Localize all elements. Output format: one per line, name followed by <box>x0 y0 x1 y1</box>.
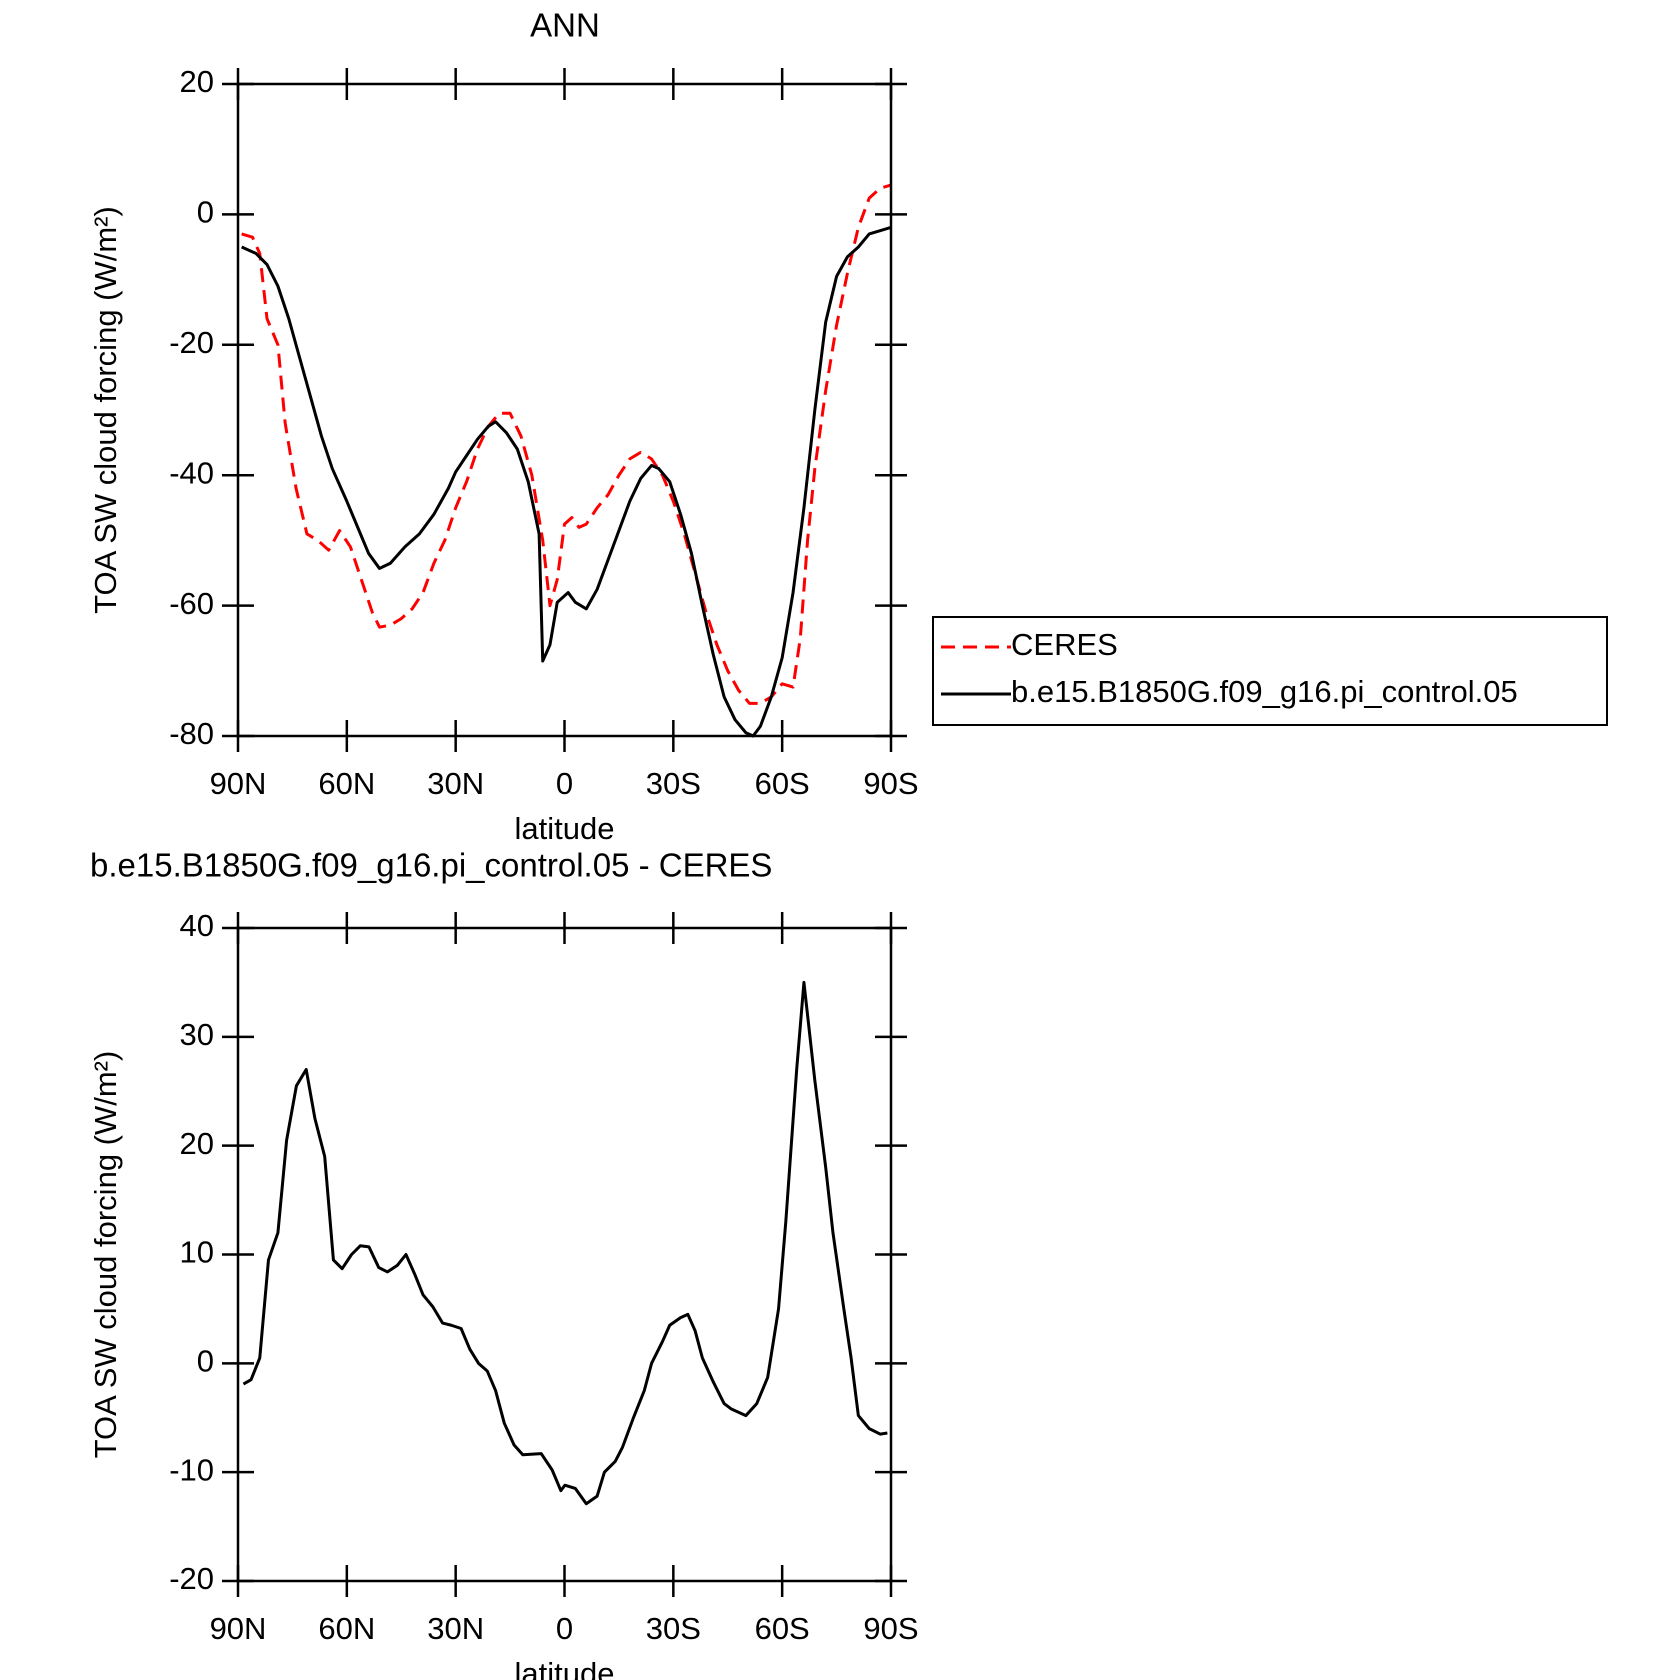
x-tick-label: 60N <box>318 1611 375 1646</box>
data-line <box>242 980 888 1506</box>
y-tick-label: 40 <box>180 908 214 943</box>
y-tick-label: 20 <box>180 64 214 99</box>
y-tick-label: 20 <box>180 1126 214 1161</box>
data-line <box>241 183 892 705</box>
y-tick-label: 10 <box>180 1235 214 1270</box>
x-tick-label: 60S <box>755 1611 810 1646</box>
legend-label: b.e15.B1850G.f09_g16.pi_control.05 <box>1011 674 1518 709</box>
y-axis-label: TOA SW cloud forcing (W/m²) <box>88 1051 123 1459</box>
x-tick-label: 60N <box>318 766 375 801</box>
y-tick-label: 0 <box>197 1344 214 1379</box>
x-tick-label: 30N <box>427 766 484 801</box>
x-tick-label: 0 <box>556 766 573 801</box>
x-tick-label: 60S <box>755 766 810 801</box>
y-tick-label: 30 <box>180 1017 214 1052</box>
chart-title: b.e15.B1850G.f09_g16.pi_control.05 - CER… <box>90 847 772 884</box>
x-axis-label: latitude <box>515 1656 615 1680</box>
y-tick-label: -10 <box>169 1452 214 1487</box>
plot-frame <box>236 926 893 1583</box>
x-tick-label: 90S <box>863 766 918 801</box>
x-tick-label: 90N <box>210 1611 267 1646</box>
y-axis-label: TOA SW cloud forcing (W/m²) <box>88 206 123 614</box>
x-tick-label: 90S <box>863 1611 918 1646</box>
legend-box <box>932 616 1608 726</box>
y-tick-label: -60 <box>169 586 214 621</box>
y-tick-label: -40 <box>169 455 214 490</box>
x-axis-label: latitude <box>515 811 615 846</box>
x-tick-label: 30S <box>646 766 701 801</box>
x-tick-label: 0 <box>556 1611 573 1646</box>
y-tick-label: -20 <box>169 325 214 360</box>
x-tick-label: 30N <box>427 1611 484 1646</box>
y-tick-label: -20 <box>169 1561 214 1596</box>
legend-label: CERES <box>1011 627 1118 662</box>
y-tick-label: -80 <box>169 716 214 751</box>
data-line <box>241 226 892 738</box>
plot-frame <box>236 82 893 738</box>
x-tick-label: 90N <box>210 766 267 801</box>
chart-title: ANN <box>530 7 600 44</box>
y-tick-label: 0 <box>197 195 214 230</box>
x-tick-label: 30S <box>646 1611 701 1646</box>
